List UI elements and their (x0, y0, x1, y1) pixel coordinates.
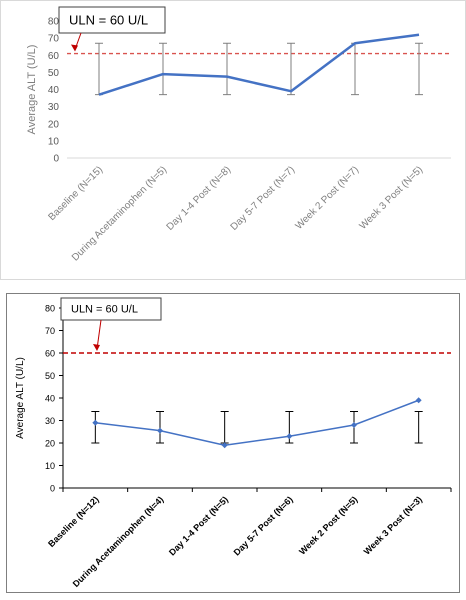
y-axis-title: Average ALT (U/L) (15, 357, 26, 439)
y-tick-label: 60 (45, 349, 55, 359)
data-point-marker (286, 433, 293, 440)
x-category-label: Baseline (N=12) (46, 494, 101, 549)
x-category-label: Week 2 Post (N=5) (297, 494, 359, 556)
uln-arrow-head (71, 44, 78, 52)
data-point-marker (415, 397, 422, 404)
y-tick-label: 60 (48, 51, 60, 62)
x-category-label: Week 3 Post (N=3) (362, 494, 424, 556)
y-tick-label: 10 (48, 136, 60, 147)
series-line (95, 399, 419, 446)
chart-top-panel: 0 10 20 30 40 50 60 70 80 Average ALT (U/L) Baseli… (0, 0, 466, 280)
x-category-label: Week 2 Post (N=7) (294, 164, 362, 232)
x-category-label: Day 5-7 Post (N=7) (229, 164, 298, 233)
y-tick-label: 20 (45, 439, 55, 449)
y-tick-label: 50 (48, 68, 60, 79)
data-point-marker (351, 422, 357, 428)
x-category-label: Week 3 Post (N=5) (358, 164, 426, 232)
uln-arrow-head (93, 344, 100, 351)
uln-callout-arrow (96, 319, 102, 350)
data-point-marker (221, 442, 228, 449)
uln-callout-box (58, 6, 166, 34)
x-category-label: Day 1-4 Post (N=5) (167, 494, 230, 557)
x-category-label: Day 1-4 Post (N=8) (165, 164, 234, 233)
y-tick-label: 30 (48, 102, 60, 113)
y-tick-label: 50 (45, 371, 55, 381)
y-tick-label: 40 (48, 85, 60, 96)
y-axis-title: Average ALT (U/L) (26, 45, 38, 135)
y-tick-label: 80 (48, 17, 60, 28)
uln-callout-label: ULN = 60 U/L (69, 12, 148, 27)
x-category-label: Day 5-7 Post (N=6) (232, 494, 295, 557)
series-line (98, 33, 420, 96)
y-tick-label: 0 (53, 154, 59, 165)
y-tick-label: 80 (45, 304, 55, 314)
y-tick-label: 30 (45, 416, 55, 426)
chart-bottom-svg: 0 10 20 30 40 50 60 70 80 Average ALT (U/L) Baseli… (15, 297, 452, 589)
y-tick-label: 70 (48, 34, 60, 45)
chart-bottom-panel: 0 10 20 30 40 50 60 70 80 Average ALT (U/L) Baseli… (6, 293, 460, 593)
y-tick-label: 40 (45, 394, 55, 404)
x-category-label: Baseline (N=15) (46, 164, 105, 223)
chart-top-svg: 0 10 20 30 40 50 60 70 80 Average ALT (U/L) Baseli… (26, 6, 451, 264)
y-tick-label: 0 (50, 484, 55, 494)
uln-callout-box (60, 297, 162, 321)
data-point-marker (157, 427, 163, 434)
data-point-marker (92, 419, 99, 426)
y-tick-label: 20 (48, 119, 60, 130)
uln-callout-label: ULN = 60 U/L (71, 304, 138, 316)
y-tick-label: 10 (45, 461, 55, 471)
y-tick-label: 70 (45, 326, 55, 336)
